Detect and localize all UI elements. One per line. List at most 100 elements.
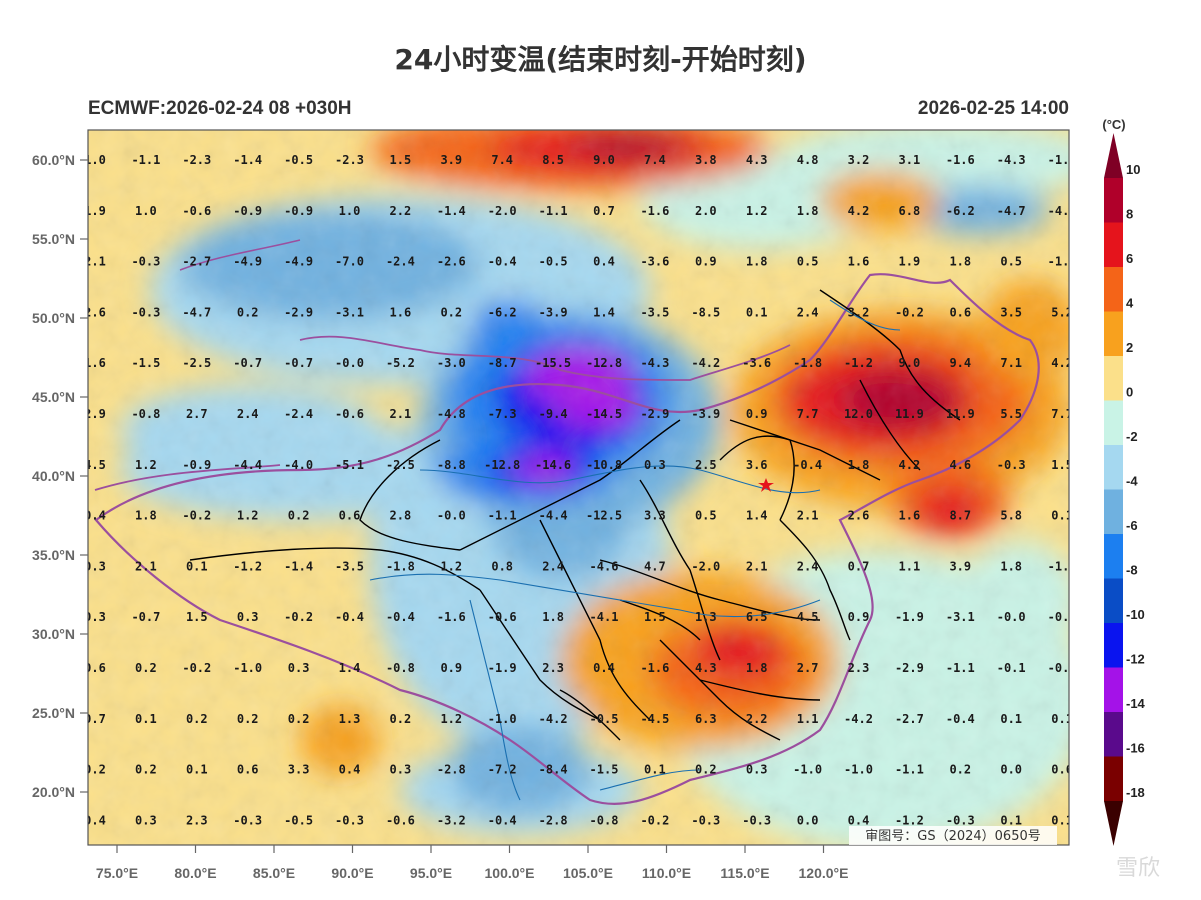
- grid-value: -0.3: [997, 458, 1026, 472]
- grid-value: -1.4: [437, 204, 466, 218]
- grid-value: 0.5: [797, 255, 819, 269]
- grid-value: 8.5: [542, 153, 564, 167]
- grid-value: -15.5: [535, 356, 571, 370]
- grid-value: 7.7: [1051, 407, 1073, 421]
- grid-value: 1.6: [84, 356, 106, 370]
- grid-value: 0.3: [135, 813, 157, 827]
- colorbar-tick-label: 10: [1126, 162, 1140, 177]
- grid-value: -4.3: [640, 356, 669, 370]
- grid-value: -2.7: [182, 255, 211, 269]
- grid-value: -1.2: [895, 813, 924, 827]
- grid-value: 0.1: [1000, 813, 1022, 827]
- grid-value-labels: 1.0 -1.1 -2.3 -1.4 -0.5 -2.3 1.5 3.9 7.4 8.5 9.0 7.…: [84, 153, 1077, 827]
- grid-value: 1.1: [797, 712, 819, 726]
- grid-value: 1.3: [339, 712, 361, 726]
- grid-value: -1.0: [488, 712, 517, 726]
- watermark: 雪欣: [1116, 856, 1161, 881]
- grid-value: -4.2: [691, 356, 720, 370]
- grid-value: 0.2: [84, 763, 106, 777]
- grid-value: 4.2: [848, 204, 870, 218]
- grid-value: -0.2: [640, 813, 669, 827]
- grid-value: -0.7: [284, 356, 313, 370]
- grid-value: 11.9: [946, 407, 975, 421]
- grid-value: -0.3: [742, 813, 771, 827]
- colorbar: (°C) 10 8 6 4 2 0 -2 -4 -6 -8 -10 -12 -14 -16 -18: [1102, 117, 1146, 846]
- grid-value: -7.3: [488, 407, 517, 421]
- grid-value: -0.0: [437, 509, 466, 523]
- grid-value: -0.3: [691, 813, 720, 827]
- grid-value: 1.0: [84, 153, 106, 167]
- grid-value: 0.2: [186, 712, 208, 726]
- grid-value: -0.2: [284, 610, 313, 624]
- grid-value: -0.0: [335, 356, 364, 370]
- longitude-axis: 75.0°E 80.0°E 85.0°E 90.0°E 95.0°E 100.0°E 105…: [96, 845, 848, 881]
- grid-value: -1.9: [488, 661, 517, 675]
- rivers: [369, 299, 901, 801]
- grid-value: -3.1: [946, 610, 975, 624]
- grid-value: 1.8: [542, 610, 564, 624]
- grid-value: 0.6: [949, 305, 971, 319]
- grid-value: 4.2: [899, 458, 921, 472]
- grid-value: 1.2: [746, 204, 768, 218]
- grid-value: -2.5: [182, 356, 211, 370]
- grid-value: 0.4: [593, 255, 615, 269]
- grid-value: 0.6: [237, 763, 259, 777]
- grid-value: 2.7: [186, 407, 208, 421]
- grid-value: -0.5: [284, 813, 313, 827]
- grid-value: -1.7: [1048, 153, 1077, 167]
- grid-value: -3.6: [742, 356, 771, 370]
- grid-value: 9.4: [949, 356, 971, 370]
- grid-value: -4.9: [284, 255, 313, 269]
- grid-value: -1.2: [844, 356, 873, 370]
- grid-value: -0.9: [182, 458, 211, 472]
- grid-value: 0.7: [593, 204, 615, 218]
- grid-value: 1.4: [339, 661, 361, 675]
- grid-value: -8.7: [488, 356, 517, 370]
- grid-value: 2.2: [390, 204, 412, 218]
- grid-value: -3.9: [539, 305, 568, 319]
- capital-marker: [758, 478, 774, 492]
- grid-value: -3.9: [691, 407, 720, 421]
- grid-value: -1.0: [233, 661, 262, 675]
- grid-value: -1.6: [946, 153, 975, 167]
- grid-value: -1.6: [437, 610, 466, 624]
- colorbar-tick-label: -12: [1126, 652, 1145, 667]
- grid-value: -0.0: [997, 610, 1026, 624]
- grid-value: 9.0: [593, 153, 615, 167]
- grid-value: -0.4: [488, 813, 517, 827]
- grid-value: 1.2: [237, 509, 259, 523]
- grid-value: 0.0: [797, 813, 819, 827]
- lon-tick-label: 110.0°E: [642, 865, 691, 881]
- grid-value: 1.9: [899, 255, 921, 269]
- grid-value: 3.9: [440, 153, 462, 167]
- grid-value: -2.5: [386, 458, 415, 472]
- grid-value: 0.2: [237, 712, 259, 726]
- grid-value: 1.4: [746, 509, 768, 523]
- grid-value: 2.3: [186, 813, 208, 827]
- grid-value: -1.4: [233, 153, 262, 167]
- colorbar-tick-label: -4: [1126, 474, 1138, 489]
- grid-value: -0.5: [284, 153, 313, 167]
- mongolia-border: [299, 335, 791, 381]
- grid-value: 2.1: [746, 559, 768, 573]
- grid-value: 0.9: [440, 661, 462, 675]
- grid-value: 6.3: [695, 712, 717, 726]
- grid-value: -8.4: [539, 763, 568, 777]
- grid-value: 2.7: [797, 661, 819, 675]
- grid-value: -0.6: [386, 813, 415, 827]
- grid-value: 0.3: [288, 661, 310, 675]
- grid-value: -1.1: [946, 661, 975, 675]
- grid-value: 3.8: [695, 153, 717, 167]
- grid-value: -0.3: [335, 813, 364, 827]
- grid-value: 1.5: [390, 153, 412, 167]
- grid-value: -0.7: [233, 356, 262, 370]
- grid-value: -4.7: [997, 204, 1026, 218]
- grid-value: 3.3: [644, 509, 666, 523]
- grid-value: -0.2: [182, 509, 211, 523]
- grid-value: 8.7: [949, 509, 971, 523]
- grid-value: 2.3: [542, 661, 564, 675]
- grid-value: -1.4: [284, 559, 313, 573]
- grid-value: -1.1: [539, 204, 568, 218]
- colorbar-segment: [1104, 356, 1123, 401]
